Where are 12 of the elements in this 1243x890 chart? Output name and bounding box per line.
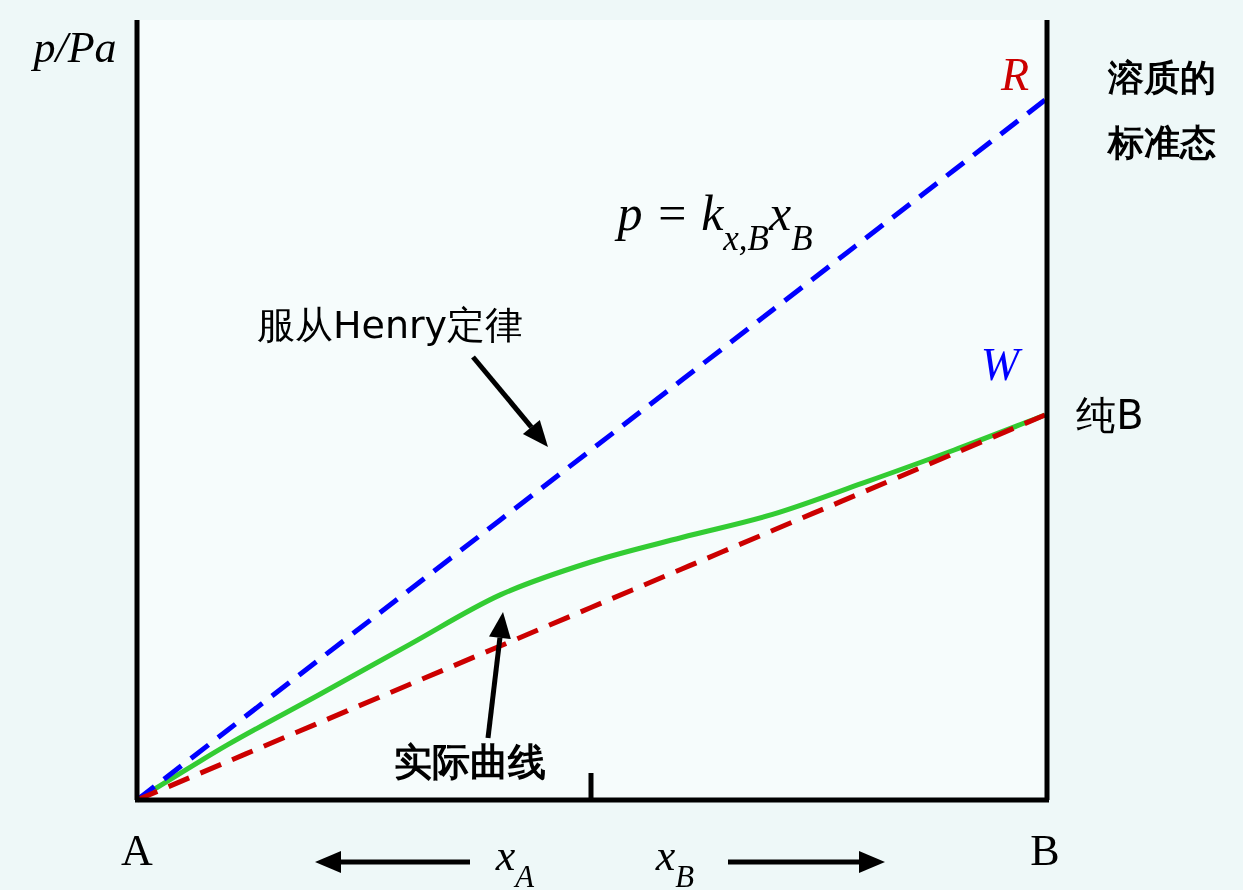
text: 溶质的标准态 [1106,57,1216,163]
text: x$_{B}$ [654,831,695,890]
y-axis-title: p/Pa [30,23,117,72]
x-tick-label: A [121,826,154,875]
annotation: p = k$_{x,B}$x$_{B}$ [614,185,813,258]
x-tick-label: B [1030,826,1060,875]
annotation: R [999,49,1030,100]
annotation: W [980,339,1023,390]
annotation: 纯B [1076,392,1144,438]
text: x$_{A}$ [494,831,535,890]
annotation: 实际曲线 [394,740,546,784]
annotation: 服从Henry定律 [256,303,524,347]
